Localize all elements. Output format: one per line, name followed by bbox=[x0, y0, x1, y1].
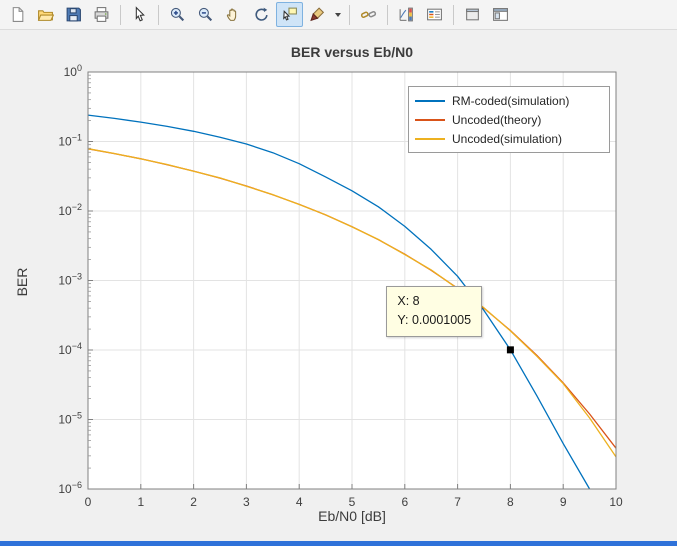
new-figure-button[interactable] bbox=[4, 2, 31, 27]
chart-title: BER versus Eb/N0 bbox=[290, 44, 414, 60]
legend-entry: Uncoded(theory) bbox=[415, 110, 603, 129]
print-figure-button[interactable] bbox=[88, 2, 115, 27]
toolbar-separator bbox=[453, 4, 454, 25]
rotate-3d-button[interactable] bbox=[248, 2, 275, 27]
legend-line-sample bbox=[415, 118, 445, 121]
insert-legend-button[interactable] bbox=[421, 2, 448, 27]
legend-label: Uncoded(simulation) bbox=[452, 131, 563, 146]
zoom-out-icon bbox=[198, 7, 213, 22]
x-axis-label: Eb/N0 [dB] bbox=[318, 508, 386, 524]
x-tick-label: 5 bbox=[349, 495, 356, 509]
window-border-bottom bbox=[0, 541, 677, 546]
series-line-uncoded-simulation-[interactable] bbox=[87, 148, 617, 458]
open-file-button[interactable] bbox=[32, 2, 59, 27]
toolbar-separator bbox=[349, 4, 350, 25]
x-tick-label: 0 bbox=[85, 495, 92, 509]
x-tick-label: 6 bbox=[401, 495, 408, 509]
edit-plot-button[interactable] bbox=[126, 2, 153, 27]
x-tick-label: 1 bbox=[137, 495, 144, 509]
show-plot-tools-dock-icon bbox=[493, 8, 508, 21]
datatip-marker[interactable] bbox=[506, 346, 514, 354]
y-tick-label: 10−5 bbox=[58, 411, 82, 427]
toolbar-separator bbox=[158, 4, 159, 25]
brush-data-button[interactable] bbox=[304, 2, 331, 27]
data-cursor-icon bbox=[283, 7, 297, 21]
y-tick-label: 10−6 bbox=[58, 480, 82, 496]
x-tick-label: 8 bbox=[507, 495, 514, 509]
toolbar-separator bbox=[120, 4, 121, 25]
rotate-3d-icon bbox=[255, 7, 268, 21]
datatip[interactable]: X: 8 Y: 0.0001005 bbox=[386, 285, 483, 337]
link-plot-button[interactable] bbox=[355, 2, 382, 27]
y-tick-label: 10−4 bbox=[58, 341, 82, 357]
legend-line-sample bbox=[415, 137, 445, 140]
figure-toolbar bbox=[0, 0, 677, 30]
pan-button[interactable] bbox=[220, 2, 247, 27]
datatip-y-value: Y: 0.0001005 bbox=[397, 313, 472, 328]
insert-colorbar-button[interactable] bbox=[393, 2, 420, 27]
legend-label: RM-coded(simulation) bbox=[452, 93, 570, 108]
brush-dropdown-button[interactable] bbox=[332, 2, 344, 27]
toolbar-separator bbox=[387, 4, 388, 25]
edit-plot-arrow-icon bbox=[135, 6, 145, 22]
datatip-x-value: X: 8 bbox=[397, 293, 420, 308]
print-figure-icon bbox=[94, 7, 109, 22]
figure-canvas: 0 1 2 3 4 5 6 7 8 9 10 100 10−1 10−2 10−3 10−4 10−5 10−6 … bbox=[0, 30, 677, 541]
pan-hand-icon bbox=[226, 8, 237, 21]
series-line-rm-coded-simulation-[interactable] bbox=[87, 114, 591, 490]
save-figure-button[interactable] bbox=[60, 2, 87, 27]
legend-line-sample bbox=[415, 99, 445, 102]
zoom-in-button[interactable] bbox=[164, 2, 191, 27]
insert-legend-icon bbox=[427, 8, 442, 21]
insert-colorbar-icon bbox=[399, 7, 413, 22]
dropdown-arrow-icon bbox=[335, 12, 341, 17]
x-tick-label: 2 bbox=[190, 495, 197, 509]
y-tick-label: 10−3 bbox=[58, 272, 82, 288]
open-file-icon bbox=[37, 10, 54, 21]
y-tick-label: 10−1 bbox=[58, 133, 82, 149]
y-tick-label: 10−2 bbox=[58, 202, 82, 218]
legend-entry: RM-coded(simulation) bbox=[415, 91, 603, 110]
y-axis-label: BER bbox=[14, 267, 30, 297]
hide-plot-tools-button[interactable] bbox=[459, 2, 486, 27]
x-tick-label: 4 bbox=[296, 495, 303, 509]
legend-entry: Uncoded(simulation) bbox=[415, 129, 603, 148]
hide-plot-tools-icon bbox=[466, 8, 479, 21]
x-tick-label: 3 bbox=[243, 495, 250, 509]
data-cursor-button[interactable] bbox=[276, 2, 303, 27]
zoom-in-icon bbox=[170, 7, 185, 22]
save-figure-icon bbox=[66, 7, 81, 22]
link-plot-icon bbox=[360, 11, 377, 18]
new-figure-icon bbox=[12, 7, 24, 22]
x-tick-label: 10 bbox=[609, 495, 623, 509]
y-tick-label: 100 bbox=[64, 63, 82, 79]
show-plot-tools-dock-button[interactable] bbox=[487, 2, 514, 27]
zoom-out-button[interactable] bbox=[192, 2, 219, 27]
legend-label: Uncoded(theory) bbox=[452, 112, 542, 127]
brush-icon bbox=[310, 7, 325, 22]
legend[interactable]: RM-coded(simulation) Uncoded(theory) Unc… bbox=[408, 86, 610, 153]
x-tick-label: 9 bbox=[560, 495, 567, 509]
x-tick-label: 7 bbox=[454, 495, 461, 509]
